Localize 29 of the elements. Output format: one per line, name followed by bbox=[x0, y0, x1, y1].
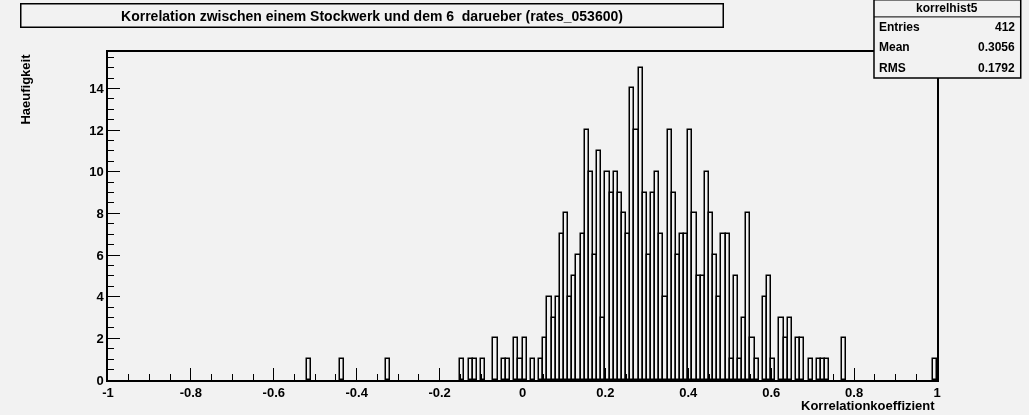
x-tick-label: -0.8 bbox=[179, 385, 203, 401]
x-tick-label: 1 bbox=[933, 385, 941, 401]
chart-title: Korrelation zwischen einem Stockwerk und dem 6 darueber (rates_053600) bbox=[121, 7, 623, 24]
x-tick-label: -0.4 bbox=[345, 385, 369, 401]
x-tick-label: -0.6 bbox=[262, 385, 285, 401]
x-tick-label: 0.4 bbox=[679, 385, 699, 401]
y-tick-label: 8 bbox=[96, 205, 104, 221]
y-tick-label: 14 bbox=[89, 80, 105, 96]
annotation: RMS bbox=[879, 61, 906, 75]
y-tick-label: 0 bbox=[96, 372, 104, 388]
y-tick-label: 10 bbox=[89, 164, 104, 180]
x-tick-label: -1 bbox=[102, 385, 114, 401]
y-tick-label: 6 bbox=[96, 247, 104, 263]
x-tick-label: 0.8 bbox=[845, 385, 864, 401]
text: 0.3056 bbox=[978, 40, 1016, 54]
x-tick-label: 0 bbox=[518, 385, 527, 401]
y-tick-label: 12 bbox=[89, 122, 104, 138]
y-tick-label: 2 bbox=[96, 330, 104, 346]
text: 0.1792 bbox=[978, 61, 1016, 75]
y-tick-label: 4 bbox=[96, 289, 105, 305]
annotation: Mean bbox=[879, 40, 910, 54]
x-tick-label: 0.2 bbox=[596, 385, 615, 401]
y-axis-title: Haeufigkeit bbox=[17, 53, 33, 125]
text: 412 bbox=[995, 20, 1016, 34]
text: Entries bbox=[879, 20, 921, 34]
x-tick-label: 0.6 bbox=[762, 385, 781, 401]
x-tick-label: -0.2 bbox=[428, 385, 451, 401]
x-axis-title: Korrelationkoeffizient bbox=[801, 398, 936, 413]
text: korrelhist5 bbox=[916, 1, 978, 15]
